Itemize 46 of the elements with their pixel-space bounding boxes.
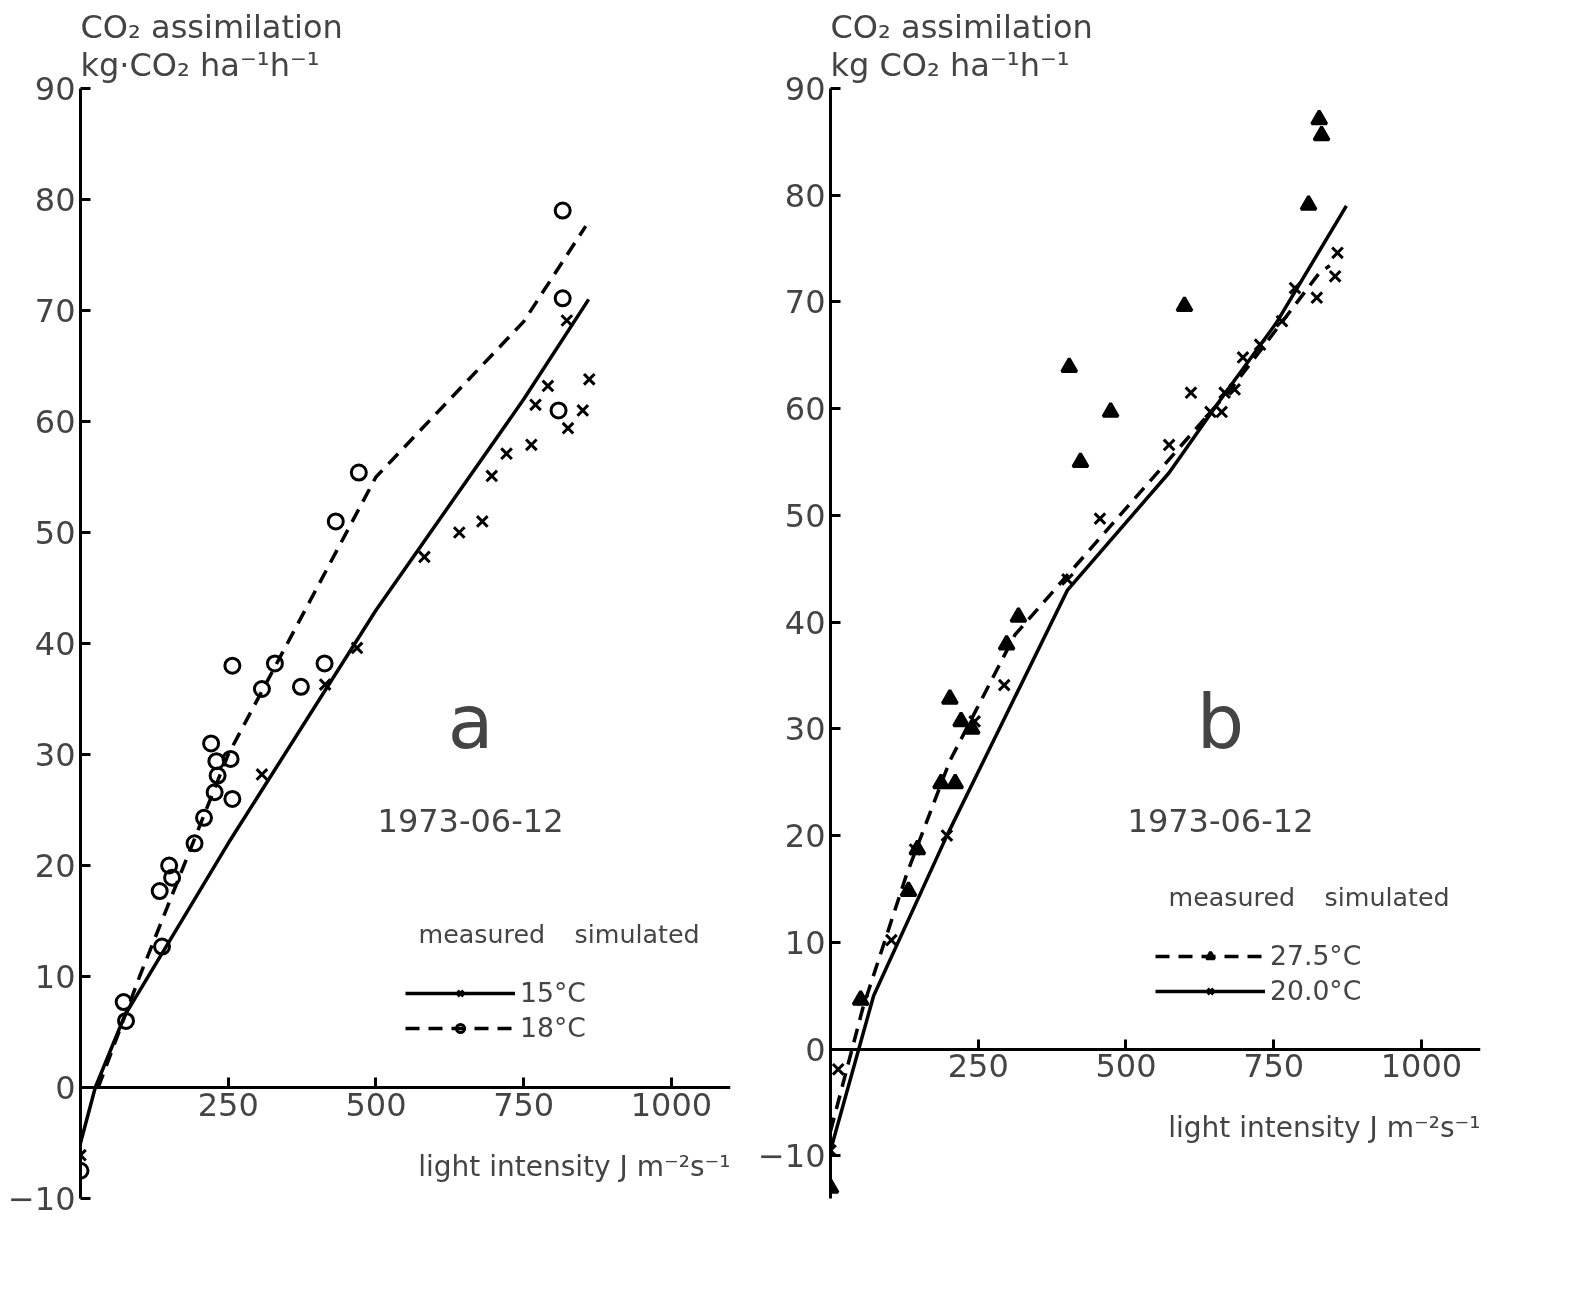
x-tick-label: 250 (947, 1047, 1009, 1086)
x-tick-label: 250 (197, 1085, 259, 1124)
legend-label: 15°C (520, 977, 586, 1008)
y-tick-label: 40 (34, 625, 76, 663)
y-tick-label: −10 (7, 1180, 76, 1218)
x-axis-title: light intensity J m⁻²s⁻¹ (418, 1149, 731, 1183)
legend-label: 20.0°C (1270, 975, 1362, 1006)
y-tick-label: 40 (784, 603, 826, 642)
y-tick-label: 0 (55, 1069, 76, 1107)
y-tick-label: 60 (784, 390, 826, 429)
y-tick-label: 20 (34, 847, 76, 885)
chart-title: CO₂ assimilation kg·CO₂ ha⁻¹h⁻¹ (80, 7, 343, 84)
y-tick-label: 0 (805, 1030, 826, 1069)
annotation: simulated (574, 918, 700, 949)
y-tick-label: 80 (784, 176, 826, 215)
y-tick-label: 90 (34, 70, 76, 108)
y-tick-label: 10 (784, 923, 826, 962)
y-tick-label: 50 (34, 514, 76, 552)
y-tick-label: 90 (784, 70, 826, 108)
y-tick-label: 50 (784, 496, 826, 535)
legend-label: 27.5°C (1270, 940, 1362, 971)
annotation: measured (418, 918, 546, 949)
legend-label: 18°C (520, 1012, 586, 1043)
y-tick-label: 30 (34, 736, 76, 774)
annotation: b (1196, 678, 1245, 766)
y-tick-label: 60 (34, 403, 76, 441)
x-tick-label: 1000 (630, 1085, 713, 1124)
y-tick-label: −10 (757, 1137, 826, 1176)
annotation: measured (1168, 881, 1296, 912)
chart-title: CO₂ assimilation kg CO₂ ha⁻¹h⁻¹ (830, 7, 1093, 84)
x-tick-label: 500 (1095, 1047, 1157, 1086)
y-tick-label: 70 (34, 292, 76, 330)
annotation: 1973-06-12 (1127, 802, 1314, 841)
y-tick-label: 80 (34, 181, 76, 219)
x-tick-label: 750 (1243, 1047, 1305, 1086)
y-tick-label: 70 (784, 283, 826, 322)
x-tick-label: 500 (345, 1085, 407, 1124)
y-tick-label: 10 (34, 958, 76, 996)
y-tick-label: 20 (784, 817, 826, 856)
annotation: a (447, 678, 494, 766)
x-tick-label: 1000 (1380, 1047, 1463, 1086)
x-axis-title: light intensity J m⁻²s⁻¹ (1168, 1111, 1481, 1145)
annotation: simulated (1324, 881, 1450, 912)
annotation: 1973-06-12 (377, 802, 564, 841)
y-tick-label: 30 (784, 710, 826, 749)
x-tick-label: 750 (493, 1085, 555, 1124)
